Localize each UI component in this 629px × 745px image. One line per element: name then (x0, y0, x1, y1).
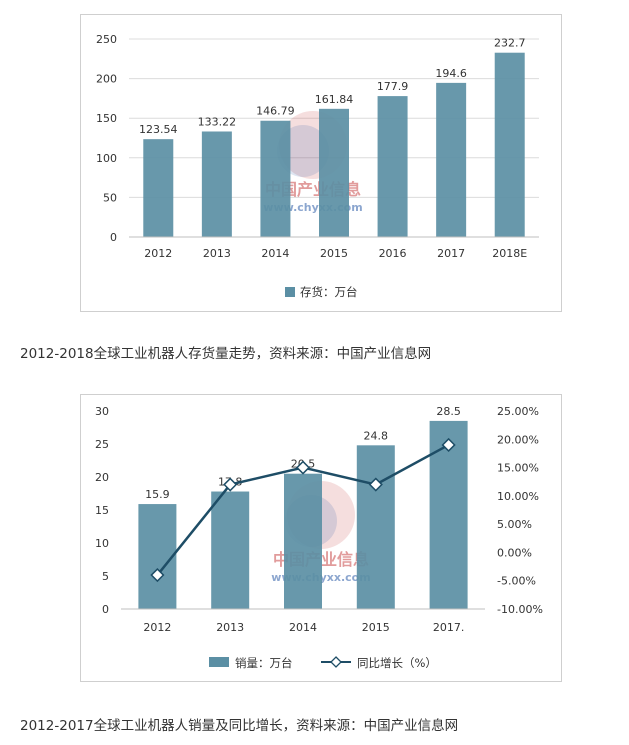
data-label: 24.8 (364, 429, 389, 442)
y2-tick-label: 10.00% (497, 490, 539, 503)
sales-chart-caption: 2012-2017全球工业机器人销量及同比增长，资料来源：中国产业信息网 (20, 718, 459, 734)
inventory-chart: 0 50 100 150 200 250 中国产业信息 www.chyxx.com 123.54… (80, 14, 562, 312)
x-tick-label: 2017 (437, 247, 465, 260)
inventory-chart-svg: 050100150200250中国产业信息www.chyxx.com123.54… (96, 33, 539, 299)
y-tick-label: 30 (95, 405, 109, 418)
x-tick-label: 2018E (492, 247, 527, 260)
inventory-chart-caption: 2012-2018全球工业机器人存货量走势，资料来源：中国产业信息网 (20, 346, 432, 362)
y-tick-label: 25 (95, 438, 109, 451)
data-label: 15.9 (145, 488, 170, 501)
x-tick-label: 2015 (362, 621, 390, 634)
bar (494, 52, 525, 237)
y-tick-label: 0 (110, 231, 117, 244)
legend-label-line: 同比增长（%） (357, 656, 437, 670)
y2-tick-label: -10.00% (497, 603, 543, 616)
sales-chart-svg: 0 5 10 15 20 25 30 -10.00% -5.00% 0.00% 5.00% 10.00… (95, 405, 543, 670)
bar (138, 504, 177, 609)
growth-point (368, 477, 383, 492)
sales-chart: 0 5 10 15 20 25 30 -10.00% -5.00% 0.00% 5.00% 10.00… (80, 394, 562, 682)
bar (377, 96, 408, 237)
y-tick-label: 20 (95, 471, 109, 484)
bar (284, 473, 322, 609)
y2-tick-label: 5.00% (497, 518, 532, 531)
y-tick-label: 50 (103, 191, 117, 204)
x-tick-label: 2013 (216, 621, 244, 634)
growth-point (441, 437, 456, 453)
bar (356, 445, 395, 609)
legend-swatch-bar (209, 657, 229, 667)
y2-tick-label: 15.00% (497, 462, 539, 475)
legend-label-bar: 销量：万台 (235, 656, 293, 670)
x-tick-label: 2014 (261, 247, 289, 260)
y-tick-label: 150 (96, 112, 117, 125)
legend-label: 存货：万台 (300, 285, 358, 299)
y-tick-label: 100 (96, 152, 117, 165)
y-tick-label: 5 (102, 570, 109, 583)
y2-tick-label: 20.00% (497, 433, 539, 446)
y-tick-label: 10 (95, 537, 109, 550)
data-label: 28.5 (436, 405, 461, 418)
bar (436, 82, 467, 237)
x-tick-label: 2017. (433, 621, 465, 634)
bar (201, 131, 232, 237)
data-label: 194.6 (435, 67, 467, 80)
x-tick-label: 2016 (379, 247, 407, 260)
bar (260, 120, 291, 237)
data-label: 146.79 (256, 105, 295, 118)
y2-tick-label: -5.00% (497, 575, 536, 588)
x-tick-label: 2015 (320, 247, 348, 260)
y-tick-label: 250 (96, 33, 117, 46)
x-tick-label: 2014 (289, 621, 317, 634)
data-label: 161.84 (315, 93, 354, 106)
legend-swatch (285, 287, 295, 297)
x-tick-label: 2012 (144, 247, 172, 260)
y-tick-label: 200 (96, 73, 117, 86)
bar (211, 491, 250, 609)
growth-point (295, 460, 311, 475)
y2-tick-label: 25.00% (497, 405, 539, 418)
x-tick-label: 2012 (143, 621, 171, 634)
bar (143, 139, 174, 237)
data-label: 232.7 (494, 37, 526, 50)
data-label: 123.54 (139, 123, 178, 136)
legend-swatch-marker (330, 656, 342, 668)
data-label: 133.22 (198, 115, 237, 128)
growth-point (223, 477, 238, 492)
x-tick-label: 2013 (203, 247, 231, 260)
bar (319, 108, 349, 237)
y-tick-label: 15 (95, 504, 109, 517)
data-label: 177.9 (377, 80, 409, 93)
y-tick-label: 0 (102, 603, 109, 616)
y2-tick-label: 0.00% (497, 546, 532, 559)
growth-point (150, 567, 165, 583)
